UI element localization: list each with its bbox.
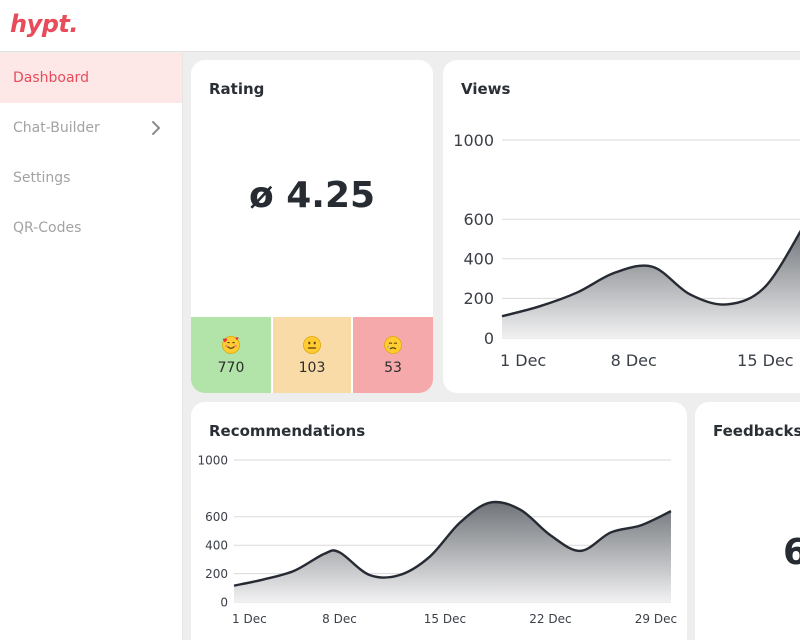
recommendations-chart: 0 200 400 600 1000 1 Dec 8 Dec 15 Dec 22 Dec 29 D… [197, 453, 677, 626]
recommendations-x-tick-label: 15 Dec [424, 612, 466, 626]
views-x-tick-label: 15 Dec [737, 351, 793, 370]
rating-neutral-cell: 103 [273, 317, 351, 393]
sidebar-item-label: Chat-Builder [13, 120, 100, 136]
sidebar-item-label: Dashboard [13, 70, 89, 86]
chevron-right-icon [152, 121, 160, 135]
sidebar-item-chat-builder[interactable]: Chat-Builder [0, 103, 182, 153]
rating-neutral-count: 103 [298, 359, 326, 376]
sidebar-item-dashboard[interactable]: Dashboard [0, 53, 182, 103]
recommendations-line [233, 500, 672, 587]
rating-breakdown: 770 103 53 [191, 317, 433, 393]
sidebar-item-label: Settings [13, 170, 71, 186]
recommendations-y-tick-label: 600 [205, 510, 228, 524]
recommendations-title: Recommendations [209, 422, 366, 440]
rating-positive-count: 770 [217, 359, 245, 376]
recommendations-y-tick-label: 0 [220, 595, 228, 609]
rating-title: Rating [209, 80, 265, 98]
rating-average: ø 4.25 [248, 175, 376, 216]
views-y-tick-label: 400 [463, 250, 494, 269]
rating-negative-cell: 53 [353, 317, 433, 393]
views-y-tick-label: 200 [463, 289, 494, 308]
views-card: Views 0 200 400 600 1000 1 Dec 8 Dec 15 Dec [443, 60, 800, 393]
sidebar: Dashboard Chat-Builder Settings QR-Codes [0, 53, 183, 640]
feedbacks-card: Feedbacks 6 [695, 402, 800, 640]
sidebar-item-qr-codes[interactable]: QR-Codes [0, 203, 182, 253]
recommendations-x-tick-label: 1 Dec [232, 612, 267, 626]
feedbacks-value: 6 [783, 532, 800, 573]
rating-positive-cell: 770 [191, 317, 271, 393]
top-bar: hypt. [0, 0, 800, 52]
recommendations-y-tick-label: 400 [205, 539, 228, 553]
views-x-tick-label: 1 Dec [500, 351, 546, 370]
recommendations-y-tick-label: 1000 [197, 453, 228, 467]
recommendations-x-tick-label: 22 Dec [529, 612, 571, 626]
views-area [502, 232, 800, 338]
recommendations-x-tick-label: 29 Dec [635, 612, 677, 626]
smiling-face-with-hearts-icon [222, 335, 240, 354]
rating-negative-count: 53 [384, 359, 402, 376]
views-y-tick-label: 600 [463, 210, 494, 229]
views-y-tick-label: 1000 [453, 131, 494, 150]
views-y-tick-label: 0 [484, 329, 494, 348]
app-logo[interactable]: hypt. [10, 10, 79, 38]
neutral-face-icon [303, 335, 321, 354]
rating-card: Rating ø 4.25 770 103 [191, 60, 433, 393]
views-line [501, 229, 800, 318]
views-x-tick-label: 8 Dec [611, 351, 657, 370]
sidebar-item-settings[interactable]: Settings [0, 153, 182, 203]
views-title: Views [461, 80, 511, 98]
sad-crying-face-icon [384, 335, 402, 354]
recommendations-area [234, 501, 671, 602]
views-chart: 0 200 400 600 1000 1 Dec 8 Dec 15 Dec [453, 131, 800, 370]
recommendations-y-tick-label: 200 [205, 567, 228, 581]
recommendations-card: Recommendations 0 200 400 600 1000 1 Dec 8 Dec… [191, 402, 687, 640]
sidebar-item-label: QR-Codes [13, 220, 82, 236]
feedbacks-title: Feedbacks [713, 422, 800, 440]
recommendations-x-tick-label: 8 Dec [322, 612, 357, 626]
